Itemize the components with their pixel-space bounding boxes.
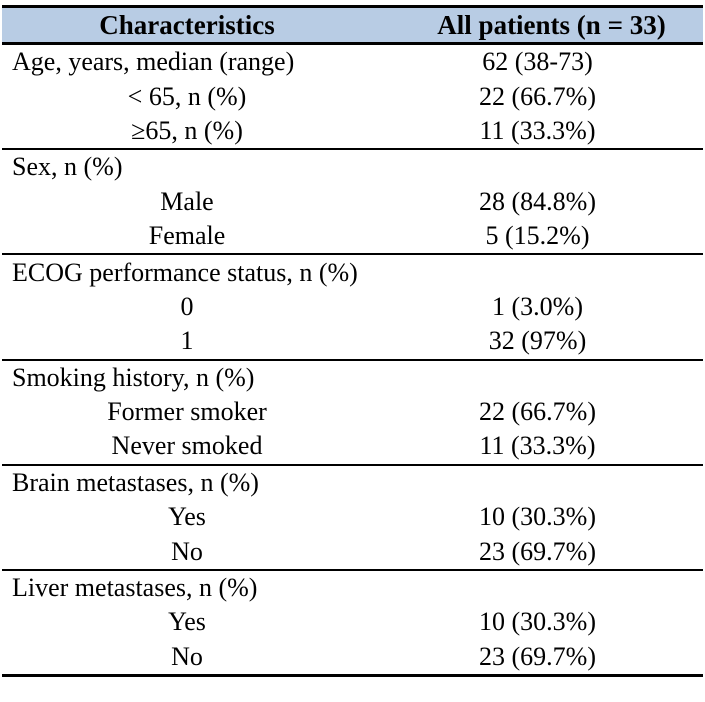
table-row: Sex, n (%): [2, 150, 703, 184]
row-label: No: [171, 536, 203, 566]
table-row: Brain metastases, n (%): [2, 466, 703, 500]
row-value: 10 (30.3%): [479, 502, 596, 532]
row-value: 23 (69.7%): [479, 641, 596, 671]
row-label: Age, years, median (range): [12, 47, 295, 77]
row-label: < 65, n (%): [127, 81, 247, 111]
row-label: Brain metastases, n (%): [12, 467, 259, 497]
table-row: Never smoked 11 (33.3%): [2, 429, 703, 463]
row-label: No: [171, 641, 203, 671]
table-row: ECOG performance status, n (%): [2, 255, 703, 289]
row-value: 22 (66.7%): [479, 397, 596, 427]
row-label: Female: [148, 221, 226, 251]
table-row: < 65, n (%) 22 (66.7%): [2, 79, 703, 113]
table-row: Liver metastases, n (%): [2, 571, 703, 605]
table-section: ECOG performance status, n (%) 0 1 (3.0%…: [2, 253, 703, 358]
row-value: 11 (33.3%): [479, 115, 596, 145]
table-row: Yes 10 (30.3%): [2, 605, 703, 639]
table-section: Liver metastases, n (%) Yes 10 (30.3%) N…: [2, 568, 703, 674]
row-value: 32 (97%): [488, 326, 587, 356]
row-label: Sex, n (%): [12, 152, 123, 182]
table-row: No 23 (69.7%): [2, 534, 703, 568]
row-label: 1: [180, 326, 194, 356]
row-label: Never smoked: [111, 431, 263, 461]
table-row: Age, years, median (range) 62 (38-73): [2, 45, 703, 79]
row-value: 62 (38-73): [482, 47, 593, 77]
table-row: 1 32 (97%): [2, 324, 703, 358]
row-value: 23 (69.7%): [479, 536, 596, 566]
row-label: Liver metastases, n (%): [12, 573, 258, 603]
patient-characteristics-table: Characteristics All patients (n = 33) Ag…: [2, 5, 703, 678]
table-row: ≥65, n (%) 11 (33.3%): [2, 114, 703, 148]
row-label: ≥65, n (%): [131, 115, 243, 145]
header-all-patients: All patients (n = 33): [437, 9, 666, 40]
table-section: Sex, n (%) Male 28 (84.8%) Female 5 (15.…: [2, 148, 703, 253]
table-section: Smoking history, n (%) Former smoker 22 …: [2, 358, 703, 464]
row-label: Smoking history, n (%): [12, 362, 255, 392]
row-label: ECOG performance status, n (%): [12, 257, 358, 287]
row-value: 22 (66.7%): [479, 81, 596, 111]
table-row: No 23 (69.7%): [2, 640, 703, 674]
table-row: 0 1 (3.0%): [2, 290, 703, 324]
row-value: 28 (84.8%): [479, 186, 596, 216]
row-label: Male: [160, 186, 214, 216]
table-section: Brain metastases, n (%) Yes 10 (30.3%) N…: [2, 463, 703, 569]
table-header-row: Characteristics All patients (n = 33): [2, 8, 703, 45]
row-value: 5 (15.2%): [485, 221, 590, 251]
header-characteristics: Characteristics: [99, 9, 275, 40]
row-label: 0: [180, 291, 194, 321]
table-row: Smoking history, n (%): [2, 361, 703, 395]
table-row: Former smoker 22 (66.7%): [2, 395, 703, 429]
table-section: Age, years, median (range) 62 (38-73) < …: [2, 45, 703, 148]
row-label: Yes: [168, 607, 206, 637]
table-row: Female 5 (15.2%): [2, 219, 703, 253]
row-label: Former smoker: [107, 397, 267, 427]
row-value: 11 (33.3%): [479, 431, 596, 461]
row-label: Yes: [168, 502, 206, 532]
table-body: Age, years, median (range) 62 (38-73) < …: [2, 45, 703, 674]
table-row: Yes 10 (30.3%): [2, 500, 703, 534]
row-value: 1 (3.0%): [492, 291, 583, 321]
row-value: 10 (30.3%): [479, 607, 596, 637]
table-row: Male 28 (84.8%): [2, 185, 703, 219]
